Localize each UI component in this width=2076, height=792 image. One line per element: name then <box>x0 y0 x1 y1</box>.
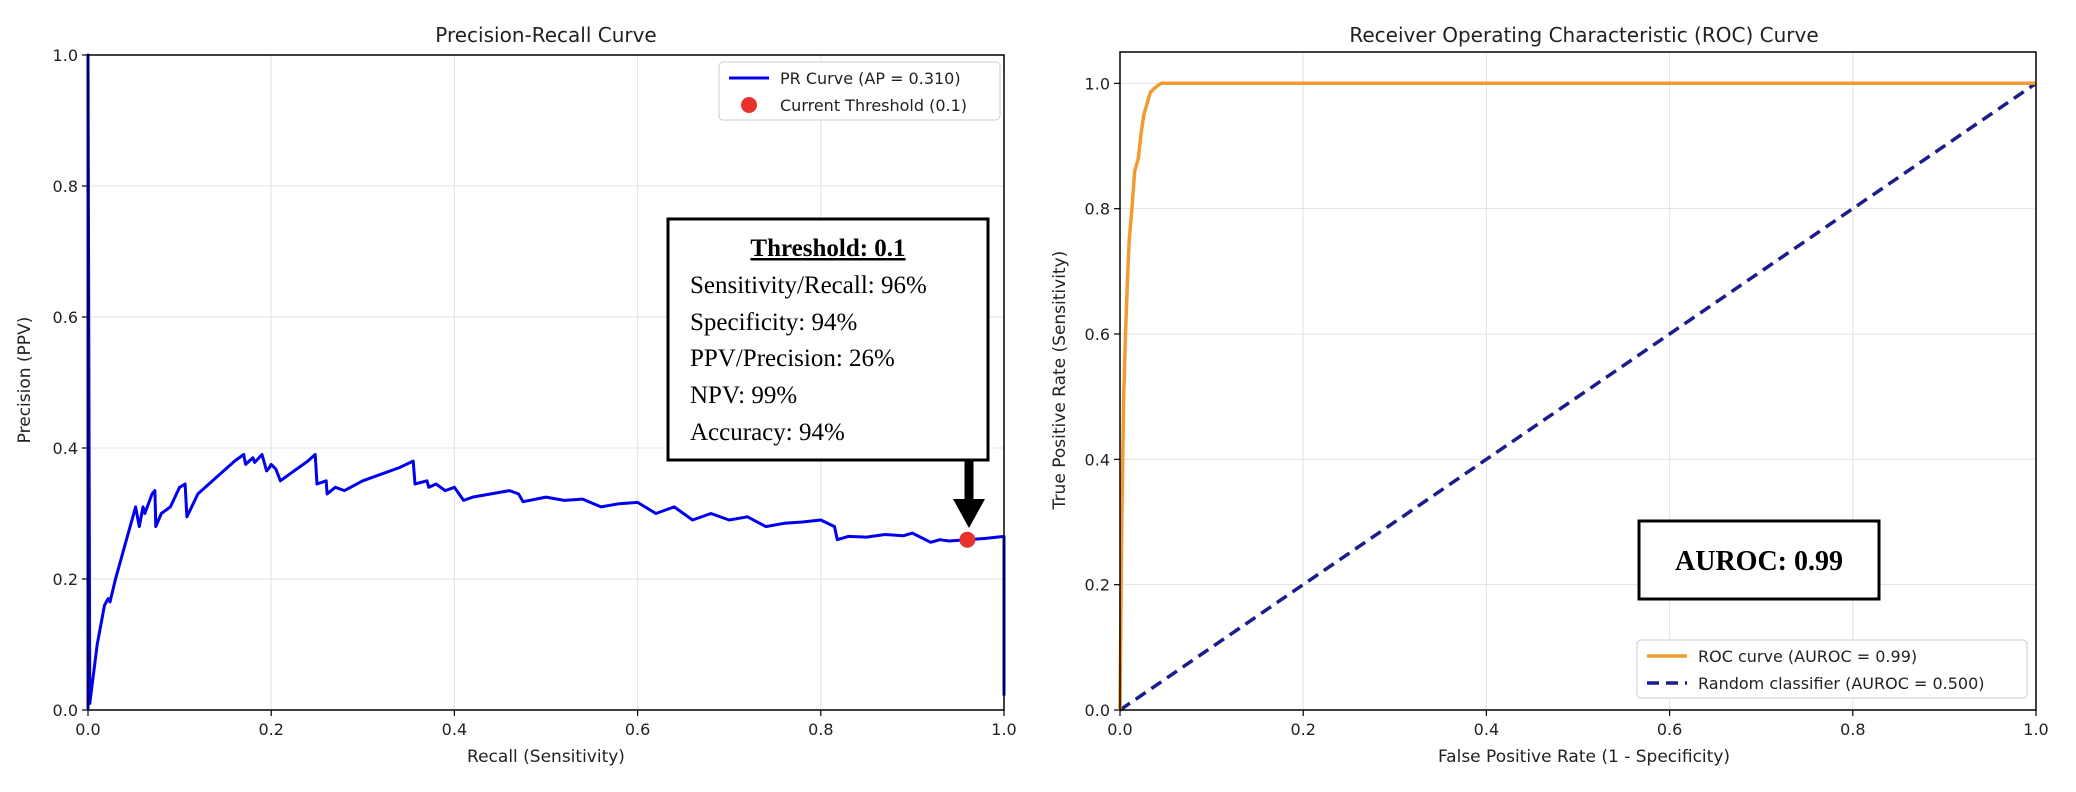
auroc-annotation-text: AUROC: 0.99 <box>1675 546 1843 577</box>
pr-ytick-label: 0.8 <box>53 177 78 196</box>
pr-title: Precision-Recall Curve <box>435 23 656 47</box>
threshold-annotation-title: Threshold: 0.1 <box>750 235 905 262</box>
roc-ytick-label: 0.0 <box>1085 701 1110 720</box>
pr-legend: PR Curve (AP = 0.310) Current Threshold … <box>718 61 1001 121</box>
pr-ytick-label: 0.6 <box>53 308 78 327</box>
pr-ytick-label: 0.4 <box>53 439 78 458</box>
roc-xtick-label: 0.6 <box>1657 720 1682 739</box>
pr-legend-box <box>718 61 1001 121</box>
pr-ylabel: Precision (PPV) <box>15 317 35 444</box>
pr-xtick-label: 0.4 <box>442 720 467 739</box>
pr-ytick-label: 0.0 <box>53 701 78 720</box>
roc-legend-label: ROC curve (AUROC = 0.99) <box>1698 647 1917 666</box>
pr-xtick-label: 0.8 <box>808 720 833 739</box>
pr-xtick-label: 0.2 <box>258 720 283 739</box>
pr-axes-frame <box>87 54 1005 711</box>
roc-ylabel: True Positive Rate (Sensitivity) <box>1050 251 1070 511</box>
pr-ytick-label: 1.0 <box>53 46 78 65</box>
roc-ytick-label: 0.2 <box>1085 576 1110 595</box>
annotation-specificity: Specificity: 94% <box>690 309 857 336</box>
annotation-accuracy: Accuracy: 94% <box>690 419 845 446</box>
pr-chart: Precision-Recall Curve 0.0 0.2 0.4 0.6 0.8 1.… <box>15 23 1017 767</box>
roc-ytick-label: 1.0 <box>1085 74 1110 93</box>
roc-xlabel: False Positive Rate (1 - Specificity) <box>1438 747 1730 767</box>
roc-xtick-label: 1.0 <box>2023 720 2048 739</box>
roc-ytick-label: 0.6 <box>1085 325 1110 344</box>
annotation-ppv: PPV/Precision: 26% <box>690 345 895 372</box>
roc-grid <box>1119 52 2037 711</box>
pr-legend-label: PR Curve (AP = 0.310) <box>780 69 961 88</box>
pr-ytick-label: 0.2 <box>53 570 78 589</box>
roc-xtick-label: 0.2 <box>1290 720 1315 739</box>
annotation-npv: NPV: 99% <box>690 382 797 409</box>
current-threshold-marker <box>959 531 976 548</box>
annotation-sensitivity: Sensitivity/Recall: 96% <box>690 272 927 299</box>
roc-ytick-label: 0.8 <box>1085 200 1110 219</box>
threshold-legend-label: Current Threshold (0.1) <box>780 96 967 115</box>
pr-curve-line <box>86 53 1006 710</box>
auroc-annotation: AUROC: 0.99 <box>1637 519 1881 601</box>
pr-xtick-label: 0.6 <box>625 720 650 739</box>
roc-xtick-label: 0.4 <box>1474 720 1499 739</box>
random-classifier-line <box>1119 81 2037 712</box>
roc-axes-frame <box>1119 51 2037 711</box>
roc-xtick-label: 0.8 <box>1840 720 1865 739</box>
roc-ticks: 0.0 0.2 0.4 0.6 0.8 1.0 0.0 0.2 0.4 0.6 0.8 1.0 <box>1085 74 2049 739</box>
pr-xtick-label: 1.0 <box>991 720 1016 739</box>
auroc-annotation-box <box>1637 519 1881 601</box>
pr-xtick-label: 0.0 <box>75 720 100 739</box>
pr-xlabel: Recall (Sensitivity) <box>467 747 625 767</box>
annotation-arrow-head <box>953 499 985 528</box>
pr-ticks: 0.0 0.2 0.4 0.6 0.8 1.0 0.0 0.2 0.4 0.6 0.8 1.0 <box>53 46 1017 739</box>
roc-title: Receiver Operating Characteristic (ROC) … <box>1349 23 1818 47</box>
threshold-legend-dot <box>741 97 757 113</box>
roc-chart: Receiver Operating Characteristic (ROC) … <box>1050 23 2049 767</box>
roc-legend: ROC curve (AUROC = 0.99) Random classifi… <box>1636 639 2028 699</box>
roc-xtick-label: 0.0 <box>1107 720 1132 739</box>
threshold-annotation: Threshold: 0.1 Sensitivity/Recall: 96% S… <box>666 217 990 528</box>
roc-curve-line <box>1118 81 2036 711</box>
random-legend-label: Random classifier (AUROC = 0.500) <box>1698 674 1984 693</box>
roc-ytick-label: 0.4 <box>1085 450 1110 469</box>
threshold-annotation-box <box>666 217 990 462</box>
roc-legend-box <box>1636 639 2028 699</box>
